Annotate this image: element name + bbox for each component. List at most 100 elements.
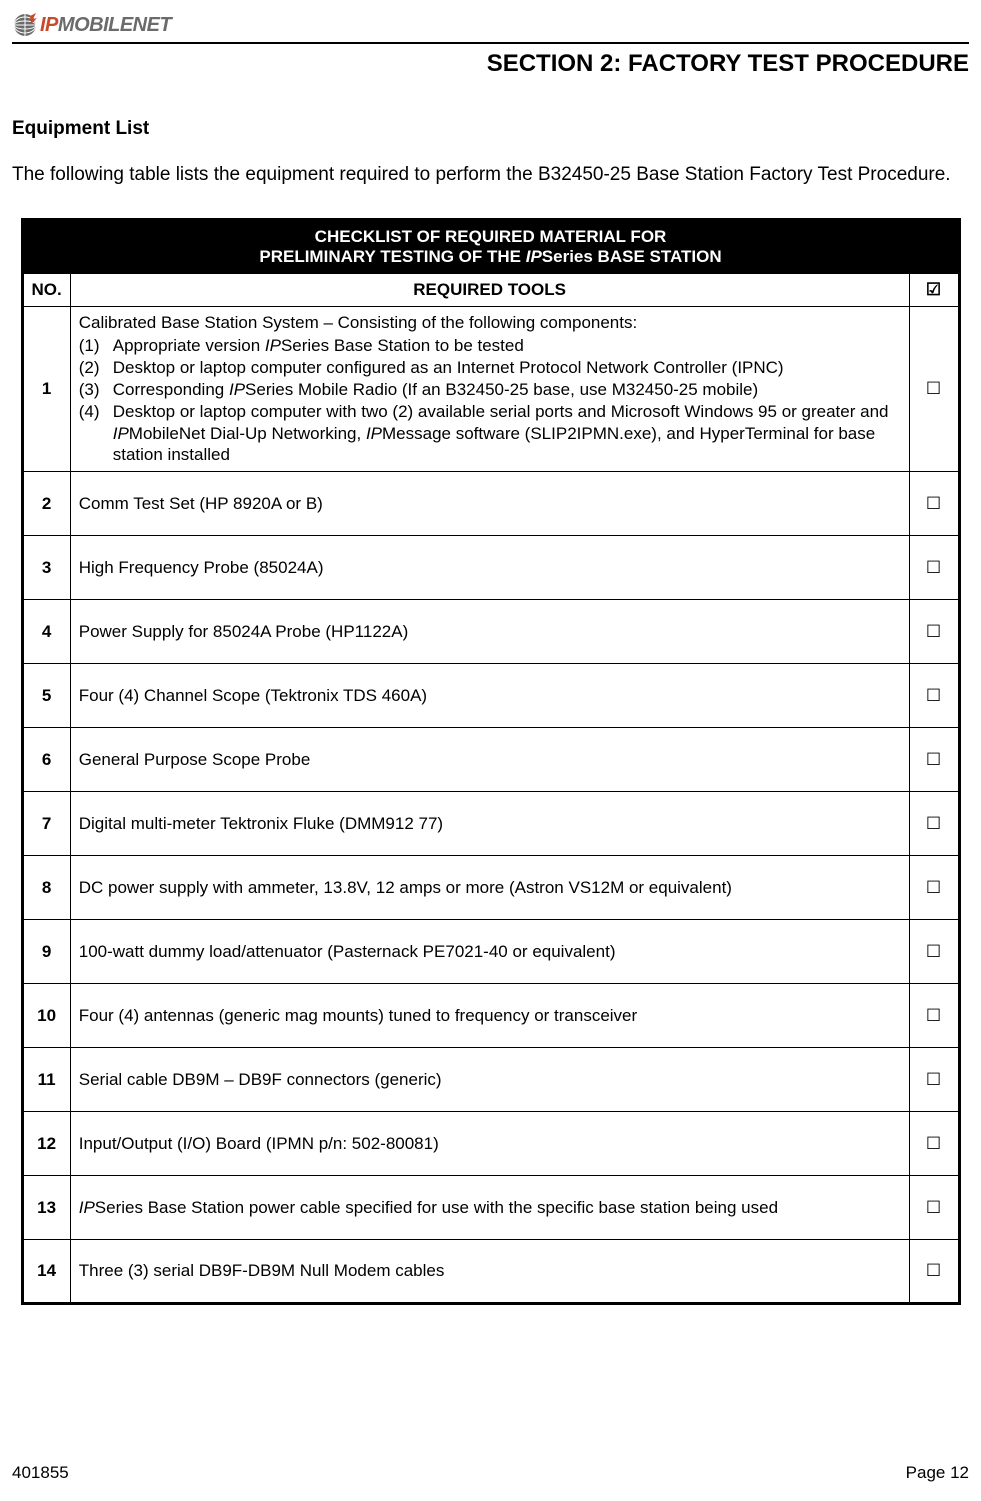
s4a: Desktop or laptop computer with two (2) …: [113, 402, 889, 421]
table-row: 7 Digital multi-meter Tektronix Fluke (D…: [22, 792, 959, 856]
header: IPMOBILENET: [12, 12, 969, 42]
globe-icon: [12, 12, 38, 38]
table-title-row: CHECKLIST OF REQUIRED MATERIAL FOR PRELI…: [22, 219, 959, 273]
footer: 401855 Page 12: [12, 1463, 969, 1483]
table-row: 13 IPSeries Base Station power cable spe…: [22, 1176, 959, 1240]
row-content: High Frequency Probe (85024A): [70, 536, 909, 600]
row-no: 12: [22, 1112, 70, 1176]
t2b: Series BASE STATION: [542, 247, 722, 266]
row-content: DC power supply with ammeter, 13.8V, 12 …: [70, 856, 909, 920]
row-content: Power Supply for 85024A Probe (HP1122A): [70, 600, 909, 664]
logo-text: IPMOBILENET: [40, 14, 171, 37]
row-content: Calibrated Base Station System – Consist…: [70, 306, 909, 472]
t2a: PRELIMINARY TESTING OF THE: [259, 247, 525, 266]
s1b: Series Base Station to be tested: [281, 336, 524, 355]
row-checkbox[interactable]: ☐: [909, 306, 959, 472]
row-no: 2: [22, 472, 70, 536]
s3n: (3): [79, 379, 113, 400]
s4i2: IP: [366, 424, 382, 443]
s3: Corresponding IPSeries Mobile Radio (If …: [113, 379, 901, 400]
col-tools-header: REQUIRED TOOLS: [70, 273, 909, 306]
row-content: General Purpose Scope Probe: [70, 728, 909, 792]
logo-ip: IP: [40, 14, 58, 36]
table-title-line2: PRELIMINARY TESTING OF THE IPSeries BASE…: [32, 247, 950, 267]
row-no: 1: [22, 306, 70, 472]
row-checkbox[interactable]: ☐: [909, 664, 959, 728]
footer-right: Page 12: [906, 1463, 969, 1483]
row1-sublist: (1) Appropriate version IPSeries Base St…: [79, 335, 901, 466]
row-checkbox[interactable]: ☐: [909, 472, 959, 536]
row-no: 3: [22, 536, 70, 600]
column-header-row: NO. REQUIRED TOOLS ☑: [22, 273, 959, 306]
s2: Desktop or laptop computer configured as…: [113, 357, 901, 378]
row-checkbox[interactable]: ☐: [909, 856, 959, 920]
row-checkbox[interactable]: ☐: [909, 1240, 959, 1304]
t2i: IP: [526, 247, 542, 266]
table-row: 14 Three (3) serial DB9F-DB9M Null Modem…: [22, 1240, 959, 1304]
row-checkbox[interactable]: ☐: [909, 920, 959, 984]
s4b: MobileNet Dial-Up Networking,: [129, 424, 366, 443]
table-row: 3 High Frequency Probe (85024A) ☐: [22, 536, 959, 600]
header-rule: [12, 42, 969, 44]
row-no: 11: [22, 1048, 70, 1112]
row-no: 9: [22, 920, 70, 984]
s4i1: IP: [113, 424, 129, 443]
row-no: 4: [22, 600, 70, 664]
table-row: 1 Calibrated Base Station System – Consi…: [22, 306, 959, 472]
row-checkbox[interactable]: ☐: [909, 1176, 959, 1240]
row-checkbox[interactable]: ☐: [909, 536, 959, 600]
row-checkbox[interactable]: ☐: [909, 1048, 959, 1112]
table-title: CHECKLIST OF REQUIRED MATERIAL FOR PRELI…: [22, 219, 959, 273]
row-content: Four (4) Channel Scope (Tektronix TDS 46…: [70, 664, 909, 728]
row-content: 100-watt dummy load/attenuator (Pasterna…: [70, 920, 909, 984]
footer-left: 401855: [12, 1463, 69, 1483]
intro-paragraph: The following table lists the equipment …: [12, 162, 969, 188]
row-content: Input/Output (I/O) Board (IPMN p/n: 502-…: [70, 1112, 909, 1176]
row-content: IPSeries Base Station power cable specif…: [70, 1176, 909, 1240]
table-row: 4 Power Supply for 85024A Probe (HP1122A…: [22, 600, 959, 664]
section-title: SECTION 2: FACTORY TEST PROCEDURE: [12, 50, 969, 78]
row-no: 6: [22, 728, 70, 792]
checklist-table: CHECKLIST OF REQUIRED MATERIAL FOR PRELI…: [21, 218, 961, 1306]
table-title-line1: CHECKLIST OF REQUIRED MATERIAL FOR: [32, 227, 950, 247]
row-no: 13: [22, 1176, 70, 1240]
r13i: IP: [79, 1198, 95, 1217]
row-content: Serial cable DB9M – DB9F connectors (gen…: [70, 1048, 909, 1112]
r13b: Series Base Station power cable specifie…: [95, 1198, 778, 1217]
row-checkbox[interactable]: ☐: [909, 984, 959, 1048]
row-no: 10: [22, 984, 70, 1048]
s3i: IP: [229, 380, 245, 399]
table-row: 8 DC power supply with ammeter, 13.8V, 1…: [22, 856, 959, 920]
s1: Appropriate version IPSeries Base Statio…: [113, 335, 901, 356]
table-row: 11 Serial cable DB9M – DB9F connectors (…: [22, 1048, 959, 1112]
row-checkbox[interactable]: ☐: [909, 1112, 959, 1176]
s4: Desktop or laptop computer with two (2) …: [113, 401, 901, 465]
row-no: 7: [22, 792, 70, 856]
table-row: 2 Comm Test Set (HP 8920A or B) ☐: [22, 472, 959, 536]
logo-rest: MOBILENET: [58, 14, 171, 36]
row-no: 14: [22, 1240, 70, 1304]
table-row: 12 Input/Output (I/O) Board (IPMN p/n: 5…: [22, 1112, 959, 1176]
row-content: Comm Test Set (HP 8920A or B): [70, 472, 909, 536]
table-row: 10 Four (4) antennas (generic mag mounts…: [22, 984, 959, 1048]
row-content: Four (4) antennas (generic mag mounts) t…: [70, 984, 909, 1048]
table-row: 6 General Purpose Scope Probe ☐: [22, 728, 959, 792]
row-no: 5: [22, 664, 70, 728]
s3b: Series Mobile Radio (If an B32450-25 bas…: [245, 380, 758, 399]
s4n: (4): [79, 401, 113, 465]
col-no-header: NO.: [22, 273, 70, 306]
col-check-header: ☑: [909, 273, 959, 306]
row-checkbox[interactable]: ☐: [909, 600, 959, 664]
row-no: 8: [22, 856, 70, 920]
logo: IPMOBILENET: [12, 12, 171, 38]
row-checkbox[interactable]: ☐: [909, 728, 959, 792]
row-checkbox[interactable]: ☐: [909, 792, 959, 856]
s2n: (2): [79, 357, 113, 378]
s3a: Corresponding: [113, 380, 229, 399]
s1n: (1): [79, 335, 113, 356]
equipment-list-heading: Equipment List: [12, 118, 969, 140]
row1-lead: Calibrated Base Station System – Consist…: [79, 313, 901, 333]
table-row: 9 100-watt dummy load/attenuator (Paster…: [22, 920, 959, 984]
row-content: Digital multi-meter Tektronix Fluke (DMM…: [70, 792, 909, 856]
table-row: 5 Four (4) Channel Scope (Tektronix TDS …: [22, 664, 959, 728]
